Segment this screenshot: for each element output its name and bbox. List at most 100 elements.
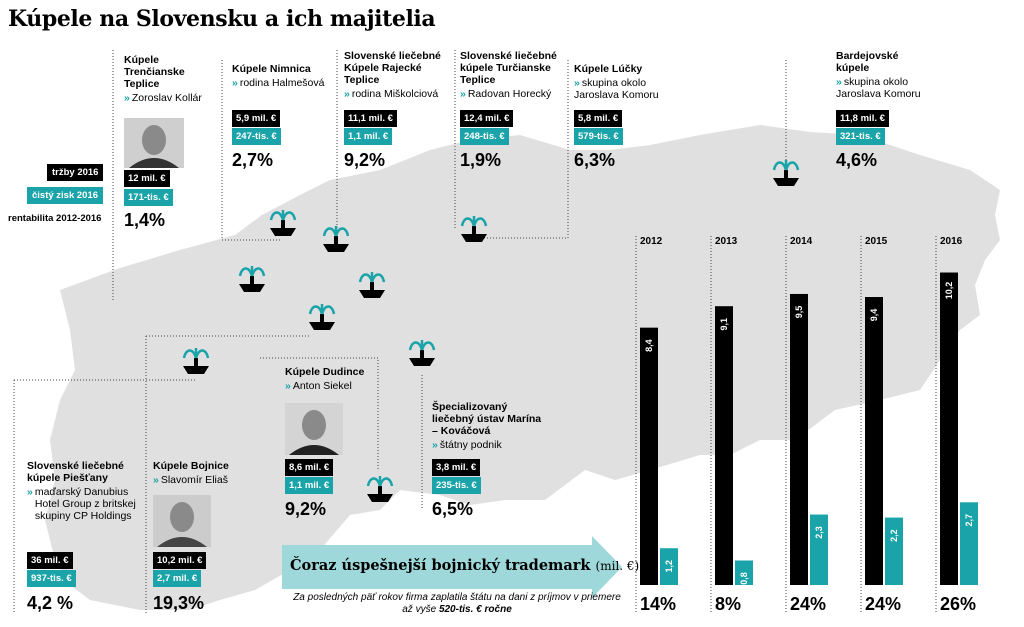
bar-profit	[960, 502, 978, 585]
fountain-icon	[182, 348, 210, 374]
bar-value-label: 1,2	[664, 560, 674, 573]
spa-owner: » Anton Siekel	[285, 380, 352, 392]
profit-badge: 247-tis. €	[232, 128, 281, 145]
profit-badge: 248-tis. €	[460, 128, 509, 145]
spa-name: Kúpele Dudince	[285, 366, 365, 378]
revenue-badge: 5,8 mil. €	[574, 110, 623, 127]
spa-owner: » skupina okolo Jaroslava Komoru	[836, 76, 921, 100]
bar-revenue	[715, 306, 733, 585]
fountain-icon	[358, 272, 386, 298]
rentability-value: 6,3%	[574, 150, 616, 170]
arrow-shape	[282, 536, 622, 598]
year-label: 2014	[790, 236, 813, 247]
spa-bojnice: Kúpele Bojnice » Slavomír Eliaš	[153, 460, 243, 486]
spa-bardejovske: Bardejovské kúpele » skupina okolo Jarosl…	[836, 50, 931, 100]
spa-lucky: Kúpele Lúčky » skupina okolo Jaroslava Ko…	[574, 63, 669, 101]
bar-value-label: 9,4	[869, 309, 879, 322]
rentability-value: 19,3%	[153, 593, 205, 613]
bar-value-label: 0,8	[739, 572, 749, 585]
rentability-value: 1,4%	[124, 210, 166, 230]
profit-badge: 937-tis. €	[27, 570, 76, 587]
year-rentability: 24%	[865, 594, 902, 614]
year-label: 2012	[640, 236, 663, 247]
bar-value-label: 2,7	[964, 514, 974, 527]
year-label: 2015	[865, 236, 888, 247]
profit-badge: 1,1 mil. €	[344, 128, 393, 145]
rentability-value: 4,2 %	[27, 593, 74, 613]
fountain-icon	[322, 226, 350, 252]
spa-owner: » Radovan Horecký	[460, 88, 552, 100]
bar-revenue	[940, 272, 958, 585]
spa-owner: » Slavomír Eliaš	[153, 474, 228, 486]
year-rentability: 8%	[715, 594, 742, 614]
year-rentability: 24%	[790, 594, 827, 614]
leader-lines	[13, 50, 787, 614]
slovakia-silhouette	[45, 125, 1000, 610]
spa-piestany: Slovenské liečebné kúpele Piešťany » maďa…	[27, 460, 137, 522]
profit-badge: 235-tis. €	[432, 477, 481, 494]
spa-trencianske-teplice: Kúpele Trenčianske Teplice » Zoroslav Kol…	[124, 54, 214, 104]
rentability-value: 9,2%	[285, 499, 327, 519]
spa-name: Bardejovské kúpele	[836, 50, 899, 74]
bar-revenue	[790, 293, 808, 585]
spa-owner: » rodina Miškolciová	[344, 88, 439, 100]
bar-value-label: 8,4	[644, 339, 654, 352]
spa-name: Kúpele Trenčianske Teplice	[124, 54, 185, 90]
year-label: 2013	[715, 236, 738, 247]
page-title: Kúpele na Slovensku a ich majitelia	[8, 6, 436, 32]
spa-dudince: Kúpele Dudince » Anton Siekel	[285, 366, 375, 392]
spa-name: Slovenské liečebné Kúpele Rajecké Teplic…	[344, 50, 441, 86]
spa-name: Kúpele Lúčky	[574, 63, 643, 75]
owner-portrait	[153, 495, 211, 547]
bar-value-label: 2,2	[889, 529, 899, 542]
spa-marina-kovacova: Špecializovaný liečebný ústav Marína – K…	[432, 401, 542, 451]
profit-badge: 1,1 mil. €	[285, 477, 334, 494]
footnote: Za posledných päť rokov firma zaplatila …	[293, 592, 621, 615]
spa-turcianske-teplice: Slovenské liečebné kúpele Turčianske Tep…	[460, 50, 560, 100]
rentability-value: 2,7%	[232, 150, 274, 170]
rentability-value: 4,6%	[836, 150, 878, 170]
spa-name: Kúpele Bojnice	[153, 460, 229, 472]
spa-owner: » štátny podnik	[432, 439, 502, 451]
rentability-value: 1,9%	[460, 150, 502, 170]
revenue-badge: 8,6 mil. €	[285, 459, 334, 476]
bar-revenue	[640, 327, 658, 585]
revenue-badge: 11,1 mil. €	[344, 110, 397, 127]
arrow-label: Čoraz úspešnejší bojnický trademark (mil…	[290, 557, 640, 574]
legend-revenue: tržby 2016	[47, 164, 104, 181]
revenue-badge: 12,4 mil. €	[460, 110, 514, 127]
bar-value-label: 9,1	[719, 318, 729, 331]
revenue-badge: 36 mil. €	[27, 552, 73, 569]
fountain-icons	[182, 160, 800, 502]
spa-owner: » maďarský Danubius Hotel Group z britske…	[27, 486, 136, 522]
spa-name: Slovenské liečebné kúpele Turčianske Tep…	[460, 50, 557, 86]
year-rentability: 14%	[640, 594, 677, 614]
bar-value-label: 9,5	[794, 306, 804, 319]
fountain-icon	[238, 266, 266, 292]
fountain-icon	[408, 340, 436, 366]
bar-chart: 8,4 1,2 9,1 0,8 9,5 2,3 9,4 2,2 10,2 2,7	[635, 236, 978, 612]
profit-badge: 321-tis. €	[836, 128, 885, 145]
fountain-icon	[772, 160, 800, 186]
revenue-badge: 10,2 mil. €	[153, 552, 207, 569]
legend-rentability: rentabilita 2012-2016	[8, 213, 102, 224]
bar-revenue	[865, 297, 883, 585]
spa-name: Slovenské liečebné kúpele Piešťany	[27, 460, 124, 484]
spa-owner: » skupina okolo Jaroslava Komoru	[574, 77, 659, 101]
fountain-icon	[269, 210, 297, 236]
spa-rajecke-teplice: Slovenské liečebné Kúpele Rajecké Teplic…	[344, 50, 449, 100]
fountain-icon	[460, 216, 488, 242]
profit-badge: 579-tis. €	[574, 128, 623, 145]
profit-badge: 171-tis. €	[124, 189, 173, 206]
spa-owner: » Zoroslav Kollár	[124, 92, 202, 104]
profit-badge: 2,7 mil. €	[153, 570, 202, 587]
revenue-badge: 5,9 mil. €	[232, 110, 281, 127]
bar-profit	[735, 560, 753, 585]
rentability-value: 9,2%	[344, 150, 386, 170]
bar-value-label: 10,2	[944, 282, 954, 300]
bar-profit	[660, 548, 678, 585]
spa-nimnica: Kúpele Nimnica » rodina Halmešová	[232, 63, 327, 89]
fountain-icon	[366, 476, 394, 502]
bar-profit	[885, 517, 903, 585]
